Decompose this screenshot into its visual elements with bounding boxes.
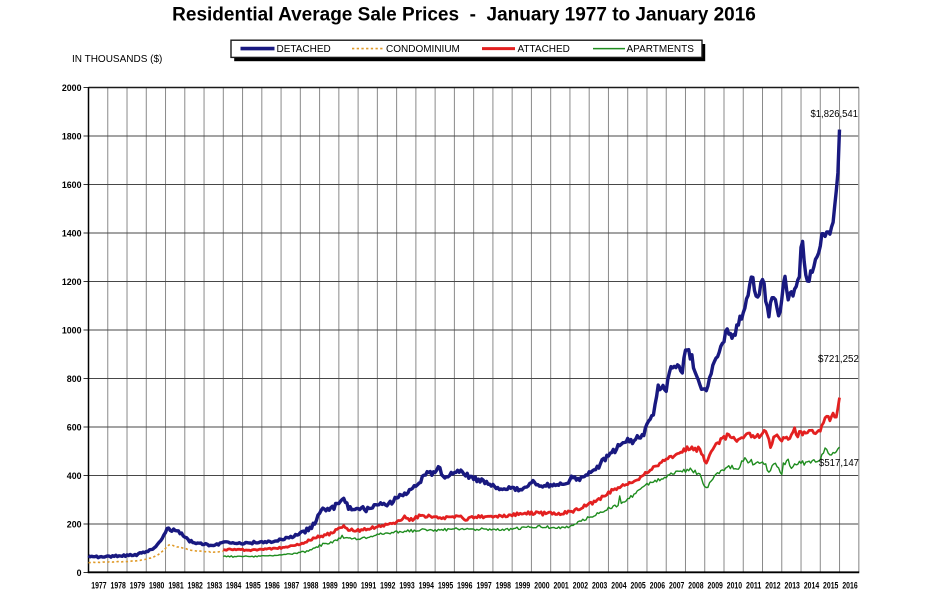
svg-text:1988: 1988 — [303, 581, 318, 591]
svg-text:DETACHED: DETACHED — [277, 44, 331, 55]
svg-text:2013: 2013 — [785, 581, 800, 591]
svg-text:ATTACHED: ATTACHED — [518, 44, 570, 55]
svg-text:1987: 1987 — [284, 581, 299, 591]
svg-text:200: 200 — [67, 519, 82, 529]
svg-text:Residential Average Sale Price: Residential Average Sale Prices - Januar… — [172, 4, 756, 25]
svg-text:$517,147: $517,147 — [819, 458, 859, 469]
svg-text:1800: 1800 — [62, 131, 82, 141]
svg-text:600: 600 — [67, 422, 82, 432]
svg-text:APARTMENTS: APARTMENTS — [627, 44, 695, 55]
svg-text:1995: 1995 — [438, 581, 453, 591]
svg-text:1990: 1990 — [342, 581, 357, 591]
svg-text:0: 0 — [77, 568, 82, 578]
svg-text:2000: 2000 — [62, 83, 82, 93]
svg-text:1998: 1998 — [496, 581, 511, 591]
svg-text:2007: 2007 — [669, 581, 684, 591]
svg-text:2014: 2014 — [804, 581, 819, 591]
svg-text:1981: 1981 — [168, 581, 183, 591]
svg-text:2001: 2001 — [553, 581, 568, 591]
svg-text:2011: 2011 — [746, 581, 761, 591]
svg-text:1978: 1978 — [111, 581, 126, 591]
svg-text:CONDOMINIUM: CONDOMINIUM — [386, 44, 460, 55]
svg-text:1000: 1000 — [62, 325, 82, 335]
svg-text:2000: 2000 — [534, 581, 549, 591]
svg-text:1600: 1600 — [62, 180, 82, 190]
svg-text:2004: 2004 — [611, 581, 626, 591]
svg-text:1996: 1996 — [457, 581, 472, 591]
svg-text:2006: 2006 — [650, 581, 665, 591]
svg-text:1982: 1982 — [188, 581, 203, 591]
svg-text:$721,252: $721,252 — [818, 354, 859, 365]
svg-text:2002: 2002 — [573, 581, 588, 591]
svg-text:1991: 1991 — [361, 581, 376, 591]
svg-text:1999: 1999 — [515, 581, 530, 591]
svg-text:1993: 1993 — [399, 581, 414, 591]
svg-text:1986: 1986 — [265, 581, 280, 591]
svg-text:1985: 1985 — [245, 581, 260, 591]
svg-text:1989: 1989 — [322, 581, 337, 591]
svg-text:2012: 2012 — [765, 581, 780, 591]
svg-text:1994: 1994 — [419, 581, 434, 591]
svg-text:800: 800 — [67, 374, 82, 384]
svg-text:1992: 1992 — [380, 581, 395, 591]
svg-text:1980: 1980 — [149, 581, 164, 591]
svg-text:2015: 2015 — [823, 581, 838, 591]
svg-text:2016: 2016 — [842, 581, 857, 591]
svg-text:400: 400 — [67, 471, 82, 481]
svg-text:IN THOUSANDS ($): IN THOUSANDS ($) — [72, 54, 162, 65]
svg-text:2005: 2005 — [630, 581, 645, 591]
svg-text:$1,826,541: $1,826,541 — [811, 109, 859, 120]
svg-text:1984: 1984 — [226, 581, 241, 591]
svg-text:1979: 1979 — [130, 581, 145, 591]
svg-text:2009: 2009 — [708, 581, 723, 591]
svg-text:1983: 1983 — [207, 581, 222, 591]
svg-text:1400: 1400 — [62, 228, 82, 238]
svg-text:2010: 2010 — [727, 581, 742, 591]
svg-text:1977: 1977 — [91, 581, 106, 591]
svg-text:2008: 2008 — [688, 581, 703, 591]
svg-text:1997: 1997 — [476, 581, 491, 591]
svg-text:2003: 2003 — [592, 581, 607, 591]
svg-text:1200: 1200 — [62, 277, 82, 287]
